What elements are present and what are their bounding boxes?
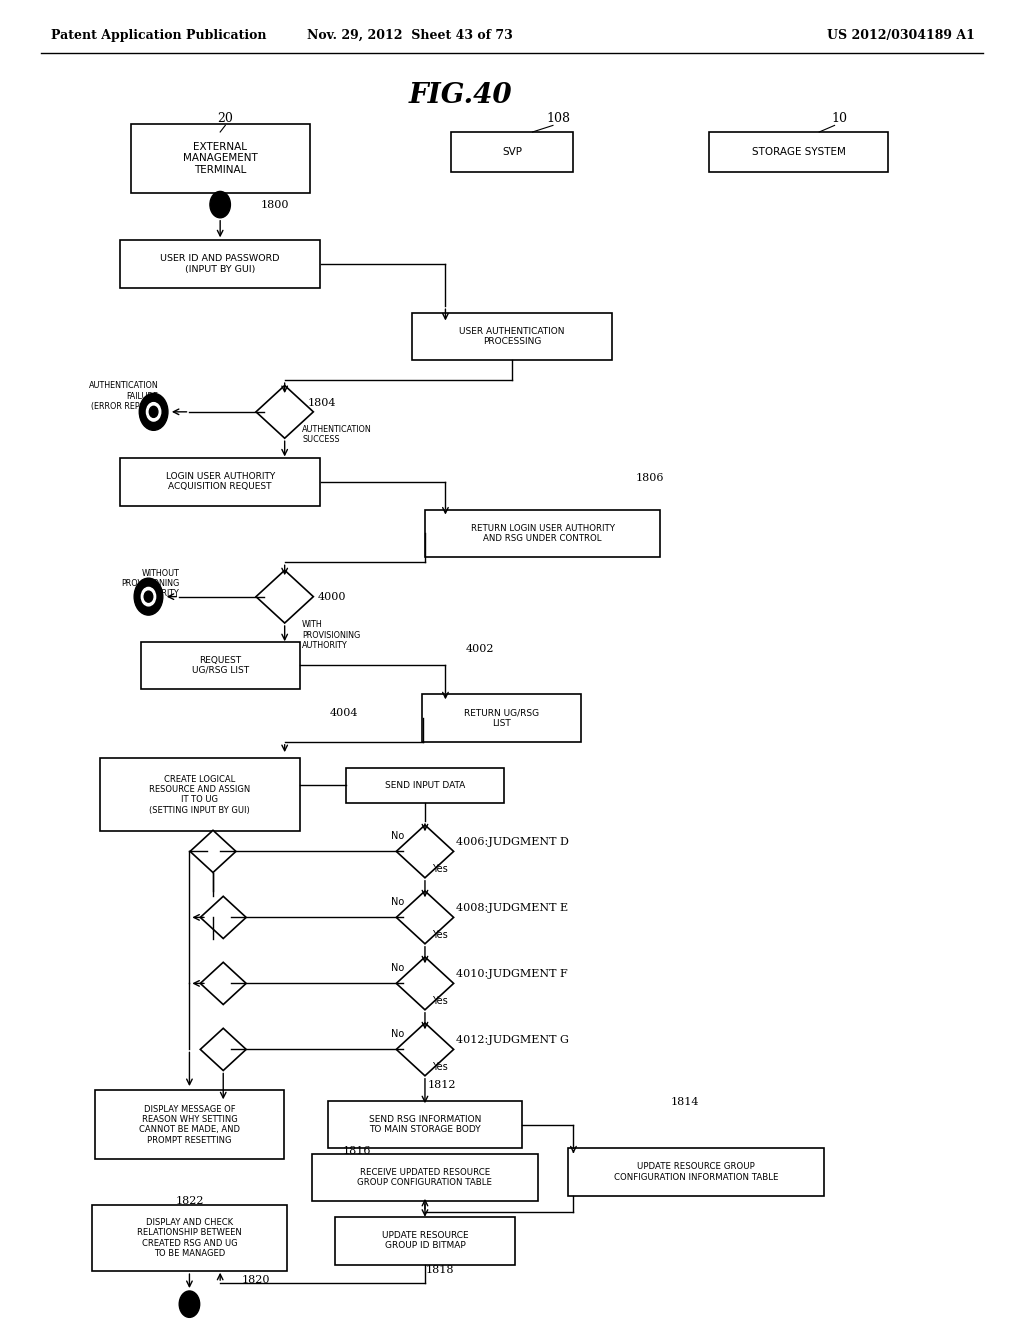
Text: Yes: Yes — [432, 929, 447, 940]
FancyBboxPatch shape — [141, 642, 299, 689]
Text: Yes: Yes — [432, 1061, 447, 1072]
Text: 108: 108 — [546, 112, 570, 125]
FancyBboxPatch shape — [422, 694, 582, 742]
Text: EXTERNAL
MANAGEMENT
TERMINAL: EXTERNAL MANAGEMENT TERMINAL — [183, 141, 257, 176]
Text: SEND INPUT DATA: SEND INPUT DATA — [385, 781, 465, 789]
Text: 1806: 1806 — [636, 473, 665, 483]
Text: No: No — [391, 1028, 404, 1039]
Polygon shape — [396, 1023, 454, 1076]
Text: UPDATE RESOURCE
GROUP ID BITMAP: UPDATE RESOURCE GROUP ID BITMAP — [382, 1232, 468, 1250]
Circle shape — [150, 407, 158, 417]
Text: DISPLAY MESSAGE OF
REASON WHY SETTING
CANNOT BE MADE, AND
PROMPT RESETTING: DISPLAY MESSAGE OF REASON WHY SETTING CA… — [139, 1105, 240, 1144]
Polygon shape — [396, 891, 454, 944]
Text: 1820: 1820 — [242, 1275, 270, 1286]
Text: AUTHENTICATION
SUCCESS: AUTHENTICATION SUCCESS — [302, 425, 372, 445]
Text: STORAGE SYSTEM: STORAGE SYSTEM — [752, 147, 846, 157]
Text: 4002: 4002 — [466, 644, 495, 655]
Text: 1800: 1800 — [261, 199, 290, 210]
FancyBboxPatch shape — [121, 240, 319, 288]
Text: 4004: 4004 — [330, 708, 358, 718]
Text: 1812: 1812 — [428, 1080, 457, 1090]
Polygon shape — [396, 825, 454, 878]
Text: 4010:JUDGMENT F: 4010:JUDGMENT F — [456, 969, 567, 979]
Polygon shape — [201, 962, 246, 1005]
Text: 20: 20 — [217, 112, 233, 125]
Text: 4008:JUDGMENT E: 4008:JUDGMENT E — [456, 903, 567, 913]
Text: LOGIN USER AUTHORITY
ACQUISITION REQUEST: LOGIN USER AUTHORITY ACQUISITION REQUEST — [166, 473, 274, 491]
Text: WITHOUT
PROVISIONING
AUTHORITY: WITHOUT PROVISIONING AUTHORITY — [121, 569, 179, 598]
Text: No: No — [391, 962, 404, 973]
Polygon shape — [256, 570, 313, 623]
Polygon shape — [201, 1028, 246, 1071]
Text: USER AUTHENTICATION
PROCESSING: USER AUTHENTICATION PROCESSING — [459, 327, 565, 346]
Circle shape — [179, 1291, 200, 1317]
Circle shape — [146, 403, 161, 421]
Circle shape — [141, 587, 156, 606]
FancyBboxPatch shape — [100, 758, 299, 832]
Text: 4000: 4000 — [317, 591, 346, 602]
Text: RECEIVE UPDATED RESOURCE
GROUP CONFIGURATION TABLE: RECEIVE UPDATED RESOURCE GROUP CONFIGURA… — [357, 1168, 493, 1187]
Text: RETURN UG/RSG
LIST: RETURN UG/RSG LIST — [464, 709, 540, 727]
Text: Nov. 29, 2012  Sheet 43 of 73: Nov. 29, 2012 Sheet 43 of 73 — [307, 29, 512, 42]
FancyBboxPatch shape — [709, 132, 888, 172]
Text: 4012:JUDGMENT G: 4012:JUDGMENT G — [456, 1035, 568, 1045]
Polygon shape — [190, 830, 236, 873]
FancyBboxPatch shape — [121, 458, 319, 506]
Polygon shape — [201, 896, 246, 939]
Text: Patent Application Publication: Patent Application Publication — [51, 29, 266, 42]
FancyBboxPatch shape — [451, 132, 573, 172]
Text: Yes: Yes — [432, 995, 447, 1006]
FancyBboxPatch shape — [94, 1090, 284, 1159]
FancyBboxPatch shape — [131, 124, 309, 193]
Text: 1814: 1814 — [671, 1097, 699, 1107]
Circle shape — [210, 191, 230, 218]
FancyBboxPatch shape — [336, 1217, 514, 1265]
Circle shape — [144, 591, 153, 602]
Text: FIG.40: FIG.40 — [409, 82, 513, 108]
Text: SVP: SVP — [502, 147, 522, 157]
Text: SEND RSG INFORMATION
TO MAIN STORAGE BODY: SEND RSG INFORMATION TO MAIN STORAGE BOD… — [369, 1115, 481, 1134]
Circle shape — [139, 393, 168, 430]
Text: DISPLAY AND CHECK
RELATIONSHIP BETWEEN
CREATED RSG AND UG
TO BE MANAGED: DISPLAY AND CHECK RELATIONSHIP BETWEEN C… — [137, 1218, 242, 1258]
Polygon shape — [256, 385, 313, 438]
FancyBboxPatch shape — [425, 510, 660, 557]
FancyBboxPatch shape — [412, 313, 611, 360]
FancyBboxPatch shape — [345, 768, 504, 803]
Text: REQUEST
UG/RSG LIST: REQUEST UG/RSG LIST — [191, 656, 249, 675]
Text: 1822: 1822 — [175, 1196, 204, 1206]
Text: 1804: 1804 — [307, 397, 336, 408]
Text: AUTHENTICATION
FAILURE
(ERROR REPORT): AUTHENTICATION FAILURE (ERROR REPORT) — [89, 381, 159, 411]
Text: 1818: 1818 — [426, 1265, 455, 1275]
Text: No: No — [391, 830, 404, 841]
Text: WITH
PROVISIONING
AUTHORITY: WITH PROVISIONING AUTHORITY — [302, 620, 360, 651]
Text: US 2012/0304189 A1: US 2012/0304189 A1 — [827, 29, 975, 42]
FancyBboxPatch shape — [92, 1205, 287, 1271]
Circle shape — [134, 578, 163, 615]
FancyBboxPatch shape — [568, 1148, 824, 1196]
Text: RETURN LOGIN USER AUTHORITY
AND RSG UNDER CONTROL: RETURN LOGIN USER AUTHORITY AND RSG UNDE… — [471, 524, 614, 543]
FancyBboxPatch shape — [312, 1154, 538, 1201]
Text: No: No — [391, 896, 404, 907]
Text: 10: 10 — [831, 112, 848, 125]
Text: CREATE LOGICAL
RESOURCE AND ASSIGN
IT TO UG
(SETTING INPUT BY GUI): CREATE LOGICAL RESOURCE AND ASSIGN IT TO… — [150, 775, 250, 814]
Text: Yes: Yes — [432, 863, 447, 874]
Text: 4006:JUDGMENT D: 4006:JUDGMENT D — [456, 837, 568, 847]
Text: 1816: 1816 — [343, 1146, 372, 1156]
Text: USER ID AND PASSWORD
(INPUT BY GUI): USER ID AND PASSWORD (INPUT BY GUI) — [161, 255, 280, 273]
Polygon shape — [396, 957, 454, 1010]
Text: UPDATE RESOURCE GROUP
CONFIGURATION INFORMATION TABLE: UPDATE RESOURCE GROUP CONFIGURATION INFO… — [614, 1163, 778, 1181]
FancyBboxPatch shape — [328, 1101, 522, 1148]
